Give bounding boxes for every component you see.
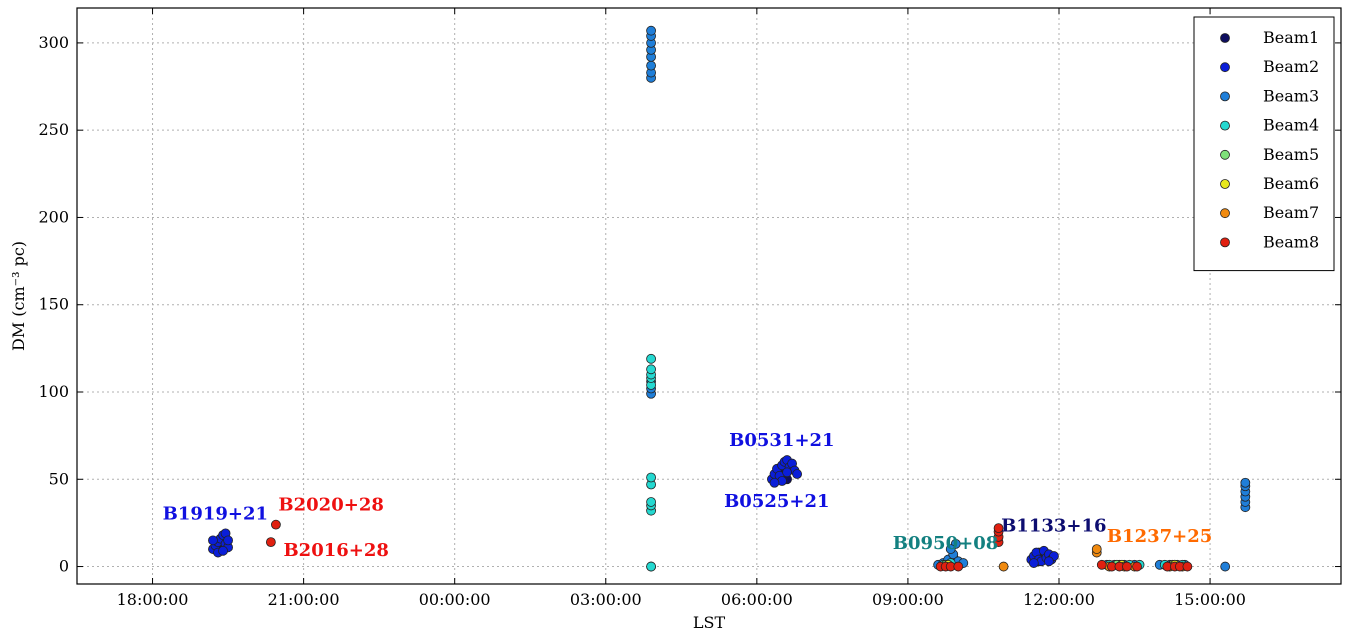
x-tick-label: 06:00:00 bbox=[721, 590, 793, 609]
data-point-beam2 bbox=[792, 469, 803, 479]
data-point-beam8 bbox=[1122, 561, 1132, 572]
pulsar-label: B0950+08 bbox=[893, 533, 998, 554]
legend-box bbox=[1193, 16, 1335, 272]
x-tick-label: 09:00:00 bbox=[872, 590, 944, 609]
data-point-beam2 bbox=[223, 535, 233, 546]
data-point-beam2 bbox=[782, 467, 792, 478]
y-tick-label: 200 bbox=[38, 207, 69, 226]
y-tick-label: 50 bbox=[49, 469, 69, 488]
x-tick-label: 18:00:00 bbox=[117, 590, 189, 609]
legend-marker bbox=[1220, 62, 1230, 73]
legend-marker bbox=[1220, 91, 1230, 102]
legend: Beam1 Beam2 Beam3 Beam4 Beam5 Beam6 Beam7 Beam8 bbox=[1193, 16, 1335, 272]
legend-label: Beam1 bbox=[1263, 28, 1319, 47]
data-point-beam8 bbox=[271, 519, 281, 530]
data-point-beam4 bbox=[646, 353, 656, 364]
y-tick-label: 300 bbox=[38, 33, 69, 52]
x-tick-label: 15:00:00 bbox=[1174, 590, 1246, 609]
x-tick-label: 03:00:00 bbox=[570, 590, 642, 609]
legend-marker bbox=[1220, 208, 1230, 219]
data-point-beam8 bbox=[265, 537, 276, 548]
legend-marker bbox=[1220, 237, 1230, 248]
y-tick-label: 150 bbox=[38, 295, 69, 314]
data-point-beam4 bbox=[646, 497, 656, 507]
legend-label: Beam5 bbox=[1263, 145, 1319, 164]
data-point-beam4 bbox=[646, 472, 656, 483]
x-axis-label: LST bbox=[693, 613, 726, 632]
axis-ticks: 18:00:00 21:00:00 00:00:00 03:00:00 06:00:00… bbox=[38, 8, 1341, 609]
legend-label: Beam3 bbox=[1263, 86, 1319, 105]
data-point-beam2 bbox=[769, 477, 780, 488]
pulsar-label: B0531+21 bbox=[729, 430, 834, 451]
pulsar-label: B2020+28 bbox=[278, 495, 383, 516]
data-point-beam8 bbox=[993, 523, 1004, 534]
pulsar-annotations: B1919+21 B2020+28 B2016+28 B0531+21 B0525+21… bbox=[163, 430, 1213, 561]
data-point-beam2 bbox=[1028, 558, 1039, 568]
data-point-beam3 bbox=[1240, 477, 1251, 488]
data-point-beam4 bbox=[646, 364, 656, 375]
legend-marker bbox=[1220, 149, 1230, 160]
pulsar-label: B1237+25 bbox=[1107, 526, 1212, 547]
plot-frame bbox=[76, 7, 1342, 585]
data-point-beam3 bbox=[945, 544, 956, 554]
y-tick-label: 100 bbox=[38, 382, 69, 401]
data-point-beam7 bbox=[998, 561, 1009, 572]
legend-marker bbox=[1220, 120, 1230, 131]
data-point-beam8 bbox=[1096, 559, 1107, 570]
legend-marker bbox=[1220, 179, 1230, 189]
x-tick-label: 21:00:00 bbox=[268, 590, 340, 609]
data-point-beam2 bbox=[208, 535, 218, 546]
grid bbox=[77, 8, 1341, 584]
data-point-beam3 bbox=[646, 60, 656, 71]
data-point-beam8 bbox=[1182, 561, 1193, 572]
data-point-beam7 bbox=[1091, 544, 1102, 554]
pulsar-label: B1919+21 bbox=[163, 503, 268, 524]
x-tick-label: 12:00:00 bbox=[1023, 590, 1095, 609]
y-tick-label: 0 bbox=[59, 557, 69, 576]
legend-label: Beam6 bbox=[1263, 174, 1319, 193]
legend-marker bbox=[1220, 33, 1230, 43]
legend-label: Beam4 bbox=[1263, 116, 1319, 135]
data-point-beam4 bbox=[646, 561, 656, 572]
data-point-beam2 bbox=[218, 545, 228, 556]
legend-label: Beam7 bbox=[1263, 203, 1319, 222]
data-points bbox=[208, 25, 1251, 572]
data-point-beam3 bbox=[1220, 561, 1231, 572]
data-point-beam8 bbox=[953, 561, 964, 572]
pulsar-label: B0525+21 bbox=[724, 491, 829, 512]
x-tick-label: 00:00:00 bbox=[419, 590, 491, 609]
legend-label: Beam2 bbox=[1263, 57, 1319, 76]
data-point-beam3 bbox=[646, 25, 656, 36]
data-point-beam2 bbox=[1044, 556, 1054, 567]
y-axis-label: DM (cm⁻³ pc) bbox=[9, 241, 28, 351]
pulsar-label: B1133+16 bbox=[1001, 516, 1106, 537]
legend-label: Beam8 bbox=[1263, 232, 1319, 251]
data-point-beam8 bbox=[1132, 561, 1142, 572]
y-tick-label: 250 bbox=[38, 120, 69, 139]
pulsar-label: B2016+28 bbox=[283, 540, 388, 561]
